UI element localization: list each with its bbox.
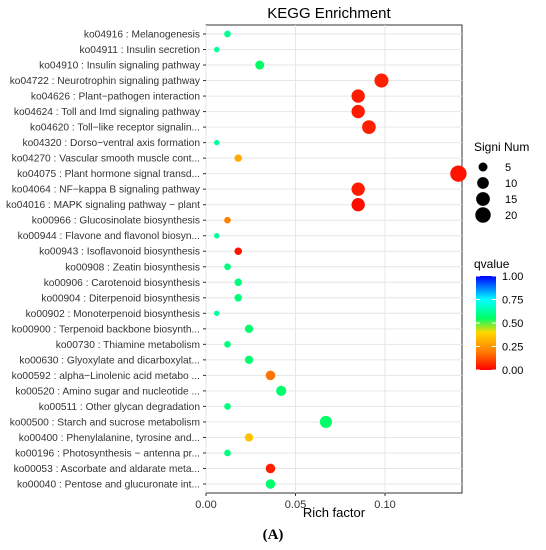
data-point bbox=[224, 449, 231, 457]
x-tick-label: 0.00 bbox=[195, 499, 216, 511]
y-tick-label: ko00592 : alpha−Linolenic acid metabo ..… bbox=[12, 371, 200, 382]
data-point bbox=[255, 60, 265, 70]
y-tick-label: ko04320 : Dorso−ventral axis formation bbox=[22, 138, 200, 149]
data-point bbox=[265, 479, 276, 489]
y-tick-label: ko04064 : NF−kappa B signaling pathway bbox=[12, 185, 201, 196]
data-point bbox=[214, 232, 220, 239]
y-tick-label: ko00902 : Monoterpenoid biosynthesis bbox=[26, 309, 200, 320]
data-point bbox=[244, 355, 254, 365]
data-point bbox=[214, 310, 220, 317]
data-point bbox=[265, 463, 276, 474]
size-legend-dot bbox=[476, 192, 490, 206]
y-tick-label: ko00944 : Flavone and flavonol biosyn... bbox=[18, 231, 200, 242]
data-point bbox=[351, 182, 365, 196]
x-axis-ticks: 0.00 0.05 0.10 bbox=[195, 493, 396, 511]
y-tick-label: ko00904 : Diterpenoid biosynthesis bbox=[41, 293, 200, 304]
size-legend-label: 20 bbox=[505, 210, 517, 222]
colorbar-label: 1.00 bbox=[502, 271, 523, 283]
size-legend-label: 10 bbox=[505, 178, 517, 190]
y-tick-label: ko00906 : Carotenoid biosynthesis bbox=[44, 278, 200, 289]
chart-title: KEGG Enrichment bbox=[267, 5, 391, 22]
data-point bbox=[224, 341, 231, 348]
y-tick-label: ko04916 : Melanogenesis bbox=[84, 30, 200, 41]
qvalue-colorbar bbox=[476, 276, 496, 370]
color-legend: qvalue 1.00 0.75 0.50 0.25 0.00 bbox=[474, 257, 523, 377]
data-point bbox=[234, 278, 243, 287]
y-tick-label: ko00400 : Phenylalanine, tyrosine and... bbox=[19, 433, 200, 444]
colorbar-label: 0.25 bbox=[502, 342, 523, 354]
data-point bbox=[351, 198, 365, 212]
x-tick-label: 0.10 bbox=[374, 499, 395, 511]
y-tick-label: ko00730 : Thiamine metabolism bbox=[56, 340, 200, 351]
data-point bbox=[276, 385, 287, 396]
data-point bbox=[351, 89, 365, 103]
data-point bbox=[374, 73, 389, 88]
data-point bbox=[362, 120, 376, 134]
y-tick-label: ko00040 : Pentose and glucuronate int... bbox=[17, 480, 200, 491]
grid-lines bbox=[205, 25, 462, 493]
y-tick-label: ko04911 : Insulin secretion bbox=[80, 45, 200, 56]
y-tick-label: ko04075 : Plant hormone signal transd... bbox=[17, 169, 200, 180]
x-axis-title: Rich factor bbox=[303, 505, 366, 520]
data-point bbox=[244, 324, 254, 333]
colorbar-label: 0.50 bbox=[502, 318, 523, 330]
data-point bbox=[244, 433, 254, 442]
y-tick-label: ko00900 : Terpenoid backbone biosynth... bbox=[12, 324, 200, 335]
colorbar-label: 0.75 bbox=[502, 295, 523, 307]
y-tick-label: ko04722 : Neurotrophin signaling pathway bbox=[10, 76, 201, 87]
data-point bbox=[224, 30, 231, 38]
y-tick-label: ko04620 : Toll−like receptor signalin... bbox=[30, 123, 200, 134]
y-tick-label: ko00053 : Ascorbate and aldarate meta... bbox=[14, 464, 200, 475]
y-tick-label: ko04016 : MAPK signaling pathway − plant bbox=[6, 200, 200, 211]
y-tick-label: ko00908 : Zeatin biosynthesis bbox=[65, 262, 200, 273]
y-tick-label: ko04624 : Toll and Imd signaling pathway bbox=[14, 107, 201, 118]
plot-panel bbox=[205, 24, 463, 494]
data-point bbox=[224, 403, 231, 410]
y-tick-label: ko04270 : Vascular smooth muscle cont... bbox=[12, 154, 200, 165]
y-tick-label: ko00520 : Amino sugar and nucleotide ... bbox=[15, 386, 200, 397]
data-point bbox=[450, 165, 467, 182]
data-point bbox=[214, 139, 220, 146]
data-point bbox=[234, 247, 243, 256]
size-legend-dot bbox=[477, 177, 489, 189]
y-tick-label: ko00943 : Isoflavonoid biosynthesis bbox=[39, 247, 200, 258]
data-point bbox=[265, 370, 276, 381]
panel-label: (A) bbox=[262, 527, 284, 543]
size-legend-title: Signi Num bbox=[474, 140, 529, 154]
y-tick-label: ko00630 : Glyoxylate and dicarboxylat... bbox=[19, 355, 200, 366]
data-point bbox=[351, 104, 365, 119]
data-point bbox=[234, 294, 243, 302]
data-point bbox=[224, 216, 231, 224]
size-legend-dot bbox=[478, 162, 488, 172]
y-tick-label: ko04626 : Plant−pathogen interaction bbox=[31, 92, 200, 103]
y-tick-label: ko00966 : Glucosinolate biosynthesis bbox=[32, 216, 200, 227]
size-legend: Signi Num 5 10 15 20 bbox=[474, 140, 529, 223]
size-legend-label: 15 bbox=[505, 194, 517, 206]
x-tick-label: 0.05 bbox=[285, 499, 306, 511]
size-legend-label: 5 bbox=[505, 162, 511, 174]
data-point bbox=[234, 154, 243, 162]
y-axis-labels: ko04916 : Melanogenesis ko04911 : Insulin… bbox=[6, 30, 206, 491]
y-tick-label: ko00511 : Other glycan degradation bbox=[39, 402, 200, 413]
y-tick-label: ko00500 : Starch and sucrose metabolism bbox=[10, 417, 200, 428]
data-point bbox=[214, 46, 220, 53]
y-tick-label: ko00196 : Photosynthesis − antenna pr... bbox=[15, 448, 200, 459]
color-legend-title: qvalue bbox=[474, 257, 510, 271]
kegg-enrichment-chart: KEGG Enrichment ko04916 : Melanogenesisk… bbox=[6, 5, 529, 520]
data-point bbox=[224, 263, 231, 271]
size-legend-dot bbox=[475, 207, 491, 223]
data-point bbox=[319, 415, 332, 428]
data-points bbox=[214, 30, 467, 489]
colorbar-label: 0.00 bbox=[502, 365, 523, 377]
y-tick-label: ko04910 : Insulin signaling pathway bbox=[39, 61, 201, 72]
